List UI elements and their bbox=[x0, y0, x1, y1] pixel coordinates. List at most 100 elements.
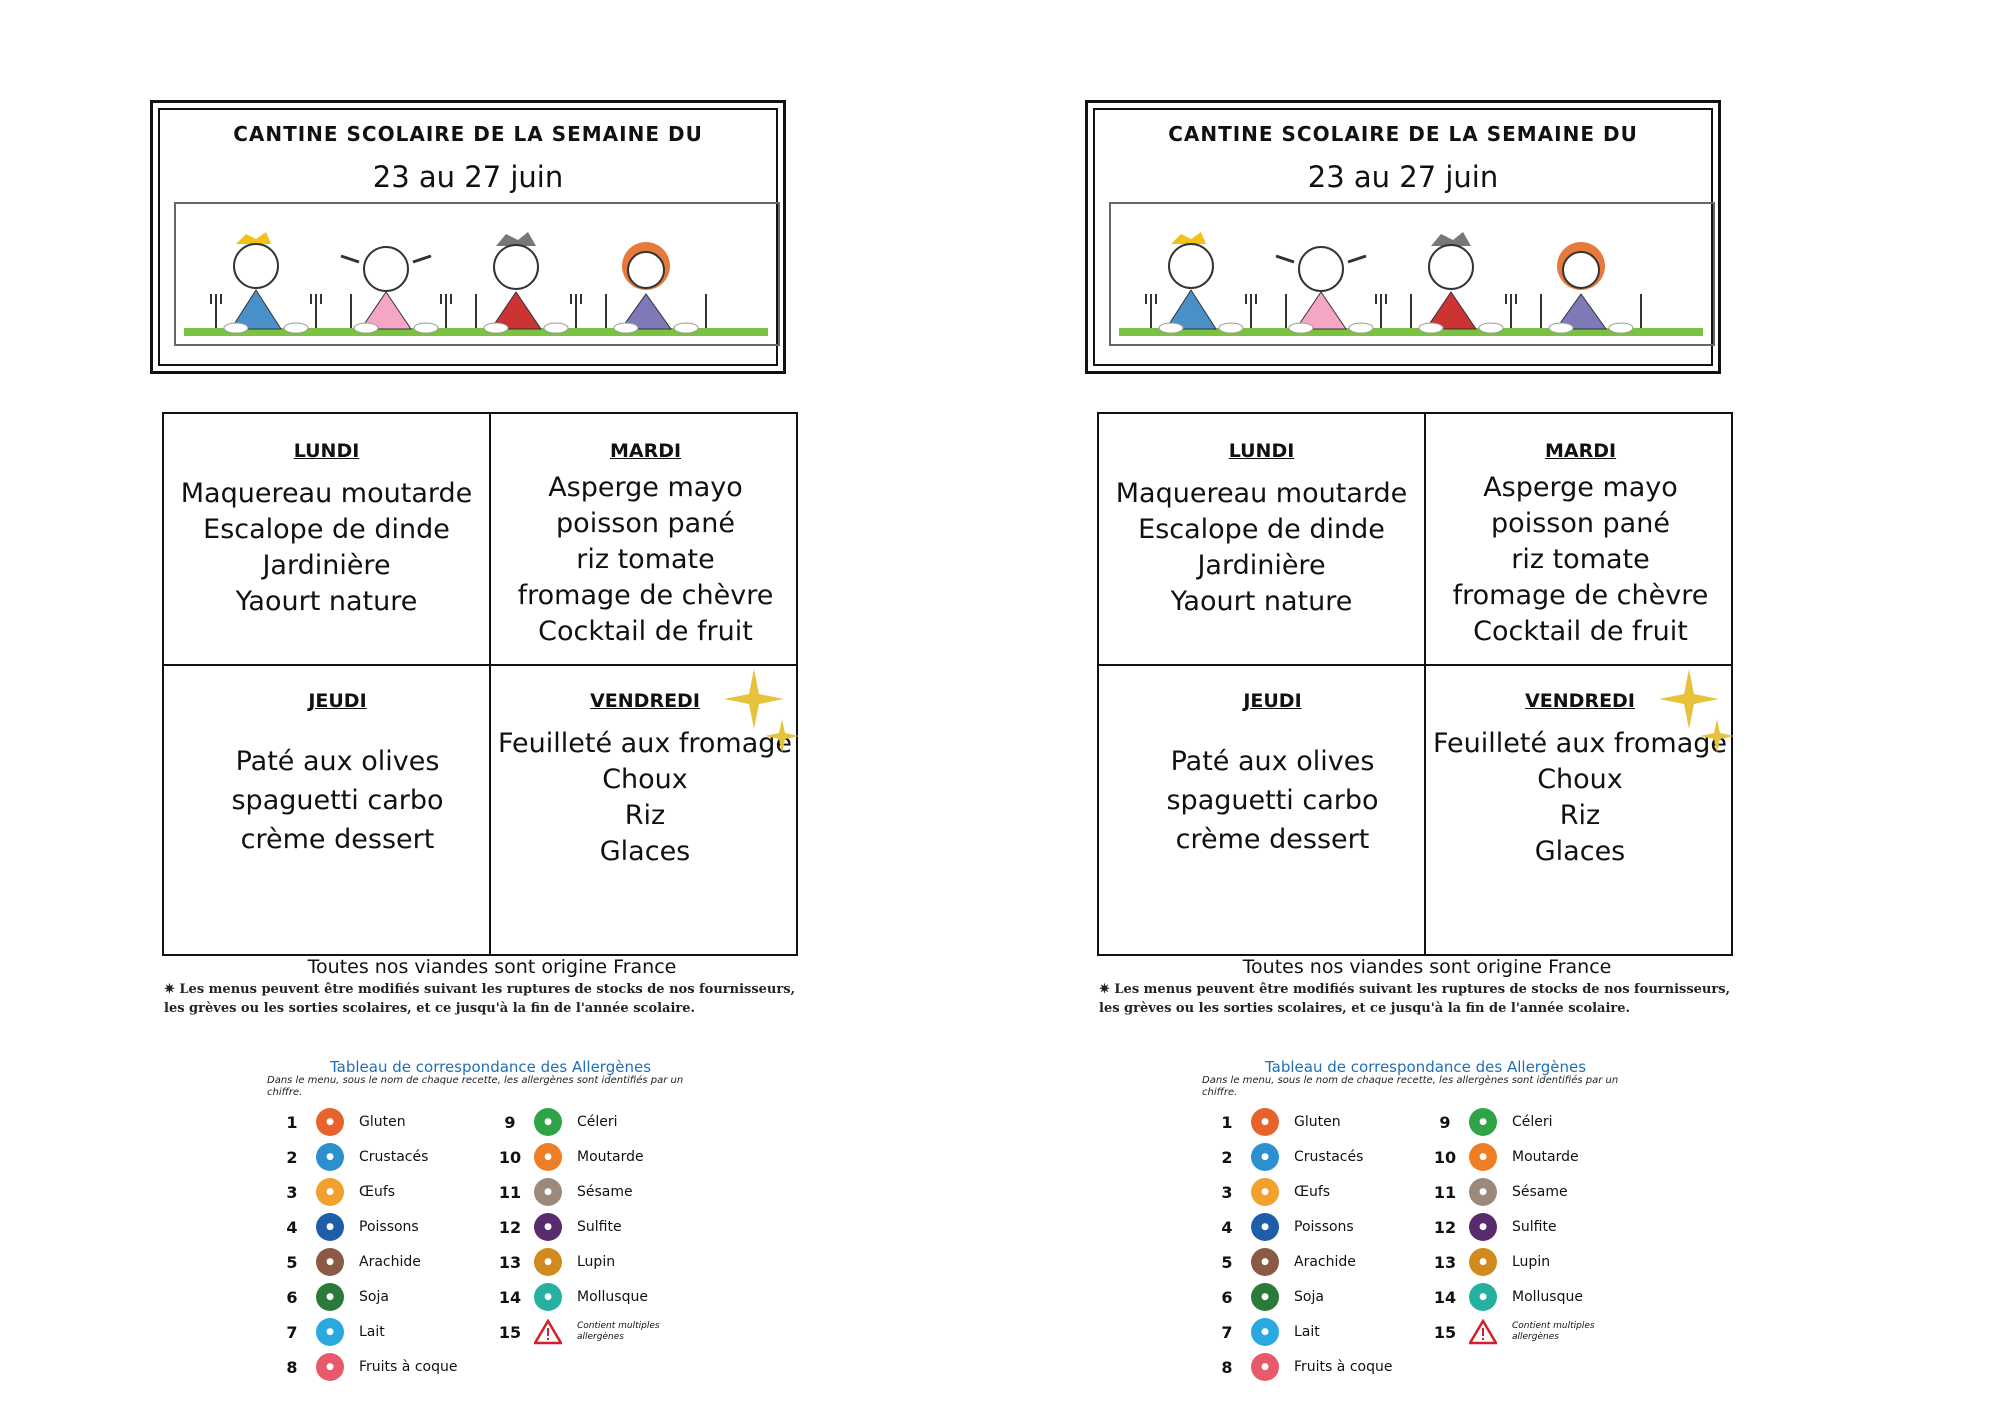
allergen-label: Mollusque bbox=[1512, 1289, 1583, 1305]
allergen-description: Dans le menu, sous le nom de chaque rece… bbox=[1202, 1075, 1619, 1098]
dish: Choux bbox=[602, 764, 688, 795]
allergen-label: Poissons bbox=[1294, 1219, 1354, 1235]
peanut-icon: ● bbox=[1251, 1248, 1279, 1276]
dish: Feuilleté aux fromage bbox=[497, 728, 793, 759]
allergen-item: 15 Contient multiples allergènes bbox=[490, 1317, 677, 1347]
dish: Maquereau moutarde bbox=[180, 478, 473, 509]
allergen-number: 14 bbox=[1433, 1287, 1457, 1307]
allergen-number: 3 bbox=[286, 1182, 298, 1202]
egg-icon: ● bbox=[1251, 1178, 1279, 1206]
allergen-item: 2 ● Crustacés bbox=[272, 1142, 428, 1172]
sulfite-icon: ● bbox=[1469, 1213, 1497, 1241]
day-title: MARDI bbox=[609, 440, 682, 462]
dish: Choux bbox=[1537, 764, 1623, 795]
dish: Jardinière bbox=[262, 550, 391, 581]
allergen-number: 10 bbox=[498, 1147, 522, 1167]
wheat-icon: ● bbox=[316, 1108, 344, 1136]
allergen-number: 13 bbox=[1433, 1252, 1457, 1272]
allergen-number: 14 bbox=[498, 1287, 522, 1307]
day-cell-lundi: LUNDI Maquereau moutarde Escalope de din… bbox=[164, 440, 489, 620]
dish: Asperge mayo bbox=[1483, 472, 1678, 503]
allergen-label: Crustacés bbox=[359, 1149, 429, 1165]
allergen-label: Lupin bbox=[577, 1254, 616, 1270]
day-cell-lundi: LUNDI Maquereau moutarde Escalope de din… bbox=[1099, 440, 1424, 620]
allergen-number: 8 bbox=[1221, 1357, 1233, 1377]
dish: Riz bbox=[1559, 800, 1601, 831]
allergen-item: 9 ● Céleri bbox=[1425, 1107, 1553, 1137]
allergen-label: Contient multiples allergènes bbox=[577, 1321, 660, 1342]
allergen-label: Lait bbox=[1294, 1324, 1320, 1340]
dish: poisson pané bbox=[556, 508, 735, 539]
allergen-number: 2 bbox=[1221, 1147, 1233, 1167]
fish-icon: ● bbox=[1251, 1213, 1279, 1241]
crab-icon: ● bbox=[316, 1143, 344, 1171]
allergen-item: 6 ● Soja bbox=[1207, 1282, 1324, 1312]
allergen-item: 5 ● Arachide bbox=[1207, 1247, 1356, 1277]
allergen-label: Poissons bbox=[359, 1219, 419, 1235]
shell-icon: ● bbox=[534, 1283, 562, 1311]
allergen-item: 7 ● Lait bbox=[272, 1317, 385, 1347]
sesame-icon: ● bbox=[1469, 1178, 1497, 1206]
dish: Feuilleté aux fromage bbox=[1432, 728, 1728, 759]
dish: poisson pané bbox=[1491, 508, 1670, 539]
allergen-item: 2 ● Crustacés bbox=[1207, 1142, 1363, 1172]
allergen-label: Fruits à coque bbox=[1294, 1359, 1393, 1375]
crab-icon: ● bbox=[1251, 1143, 1279, 1171]
header-box: CANTINE SCOLAIRE DE LA SEMAINE DU 23 au … bbox=[1085, 100, 1721, 374]
allergen-list: 1 ● Gluten 2 ● Crustacés 3 ● Œufs 4 ● Poissons 5 ● Ara… bbox=[272, 1107, 732, 1387]
dish: Glaces bbox=[1534, 836, 1626, 867]
kid-3-icon bbox=[1425, 232, 1477, 330]
allergen-description: Dans le menu, sous le nom de chaque rece… bbox=[267, 1075, 684, 1098]
allergen-item: 5 ● Arachide bbox=[272, 1247, 421, 1277]
header-box: CANTINE SCOLAIRE DE LA SEMAINE DU 23 au … bbox=[150, 100, 786, 374]
allergen-item: 8 ● Fruits à coque bbox=[272, 1352, 457, 1382]
allergen-label: Mollusque bbox=[577, 1289, 648, 1305]
day-cell-vendredi: VENDREDI Feuilleté aux fromage Choux Riz… bbox=[1424, 690, 1736, 870]
celery-icon: ● bbox=[1469, 1108, 1497, 1136]
soy-icon: ● bbox=[316, 1283, 344, 1311]
allergen-item: 4 ● Poissons bbox=[272, 1212, 419, 1242]
dish: Paté aux olives bbox=[235, 746, 440, 777]
allergen-number: 12 bbox=[1433, 1217, 1457, 1237]
day-cell-vendredi: VENDREDI Feuilleté aux fromage Choux Riz… bbox=[489, 690, 801, 870]
origin-note: Toutes nos viandes sont origine France bbox=[307, 956, 677, 978]
allergen-item: 11 ● Sésame bbox=[1425, 1177, 1568, 1207]
allergen-label: Lupin bbox=[1512, 1254, 1551, 1270]
day-title: JEUDI bbox=[308, 690, 367, 712]
dish: Yaourt nature bbox=[1170, 586, 1353, 617]
allergen-number: 8 bbox=[286, 1357, 298, 1377]
disclaimer-note: ✷ Les menus peuvent être modifiés suivan… bbox=[1099, 982, 1731, 1016]
sesame-icon: ● bbox=[534, 1178, 562, 1206]
origin-note: Toutes nos viandes sont origine France bbox=[1242, 956, 1612, 978]
allergen-number: 1 bbox=[1221, 1112, 1233, 1132]
allergen-item: 12 ● Sulfite bbox=[1425, 1212, 1557, 1242]
allergen-number: 2 bbox=[286, 1147, 298, 1167]
nut-icon: ● bbox=[1251, 1353, 1279, 1381]
sulfite-icon: ● bbox=[534, 1213, 562, 1241]
fish-icon: ● bbox=[316, 1213, 344, 1241]
dish: riz tomate bbox=[576, 544, 715, 575]
allergen-label: Crustacés bbox=[1294, 1149, 1364, 1165]
dish: Glaces bbox=[599, 836, 691, 867]
allergen-item: 1 ● Gluten bbox=[272, 1107, 406, 1137]
allergen-number: 9 bbox=[1439, 1112, 1451, 1132]
allergen-label: Sulfite bbox=[1512, 1219, 1557, 1235]
dish: Yaourt nature bbox=[235, 586, 418, 617]
allergen-list: 1 ● Gluten 2 ● Crustacés 3 ● Œufs 4 ● Poissons 5 ● Ara… bbox=[1207, 1107, 1667, 1387]
dish: crème dessert bbox=[240, 824, 435, 855]
allergen-number: 4 bbox=[1221, 1217, 1233, 1237]
allergen-number: 12 bbox=[498, 1217, 522, 1237]
kid-4-icon bbox=[620, 242, 672, 330]
allergen-label: Gluten bbox=[1294, 1114, 1341, 1130]
day-title: VENDREDI bbox=[1525, 690, 1635, 712]
kids-illustration bbox=[1109, 202, 1715, 346]
allergen-item: 3 ● Œufs bbox=[1207, 1177, 1330, 1207]
allergen-item: 11 ● Sésame bbox=[490, 1177, 633, 1207]
allergen-number: 15 bbox=[1433, 1322, 1457, 1342]
allergen-number: 3 bbox=[1221, 1182, 1233, 1202]
allergen-item: 13 ● Lupin bbox=[1425, 1247, 1550, 1277]
allergen-number: 6 bbox=[286, 1287, 298, 1307]
day-cell-mardi: MARDI Asperge mayo poisson pané riz toma… bbox=[491, 440, 800, 650]
milk-icon: ● bbox=[316, 1318, 344, 1346]
allergen-label: Sulfite bbox=[577, 1219, 622, 1235]
